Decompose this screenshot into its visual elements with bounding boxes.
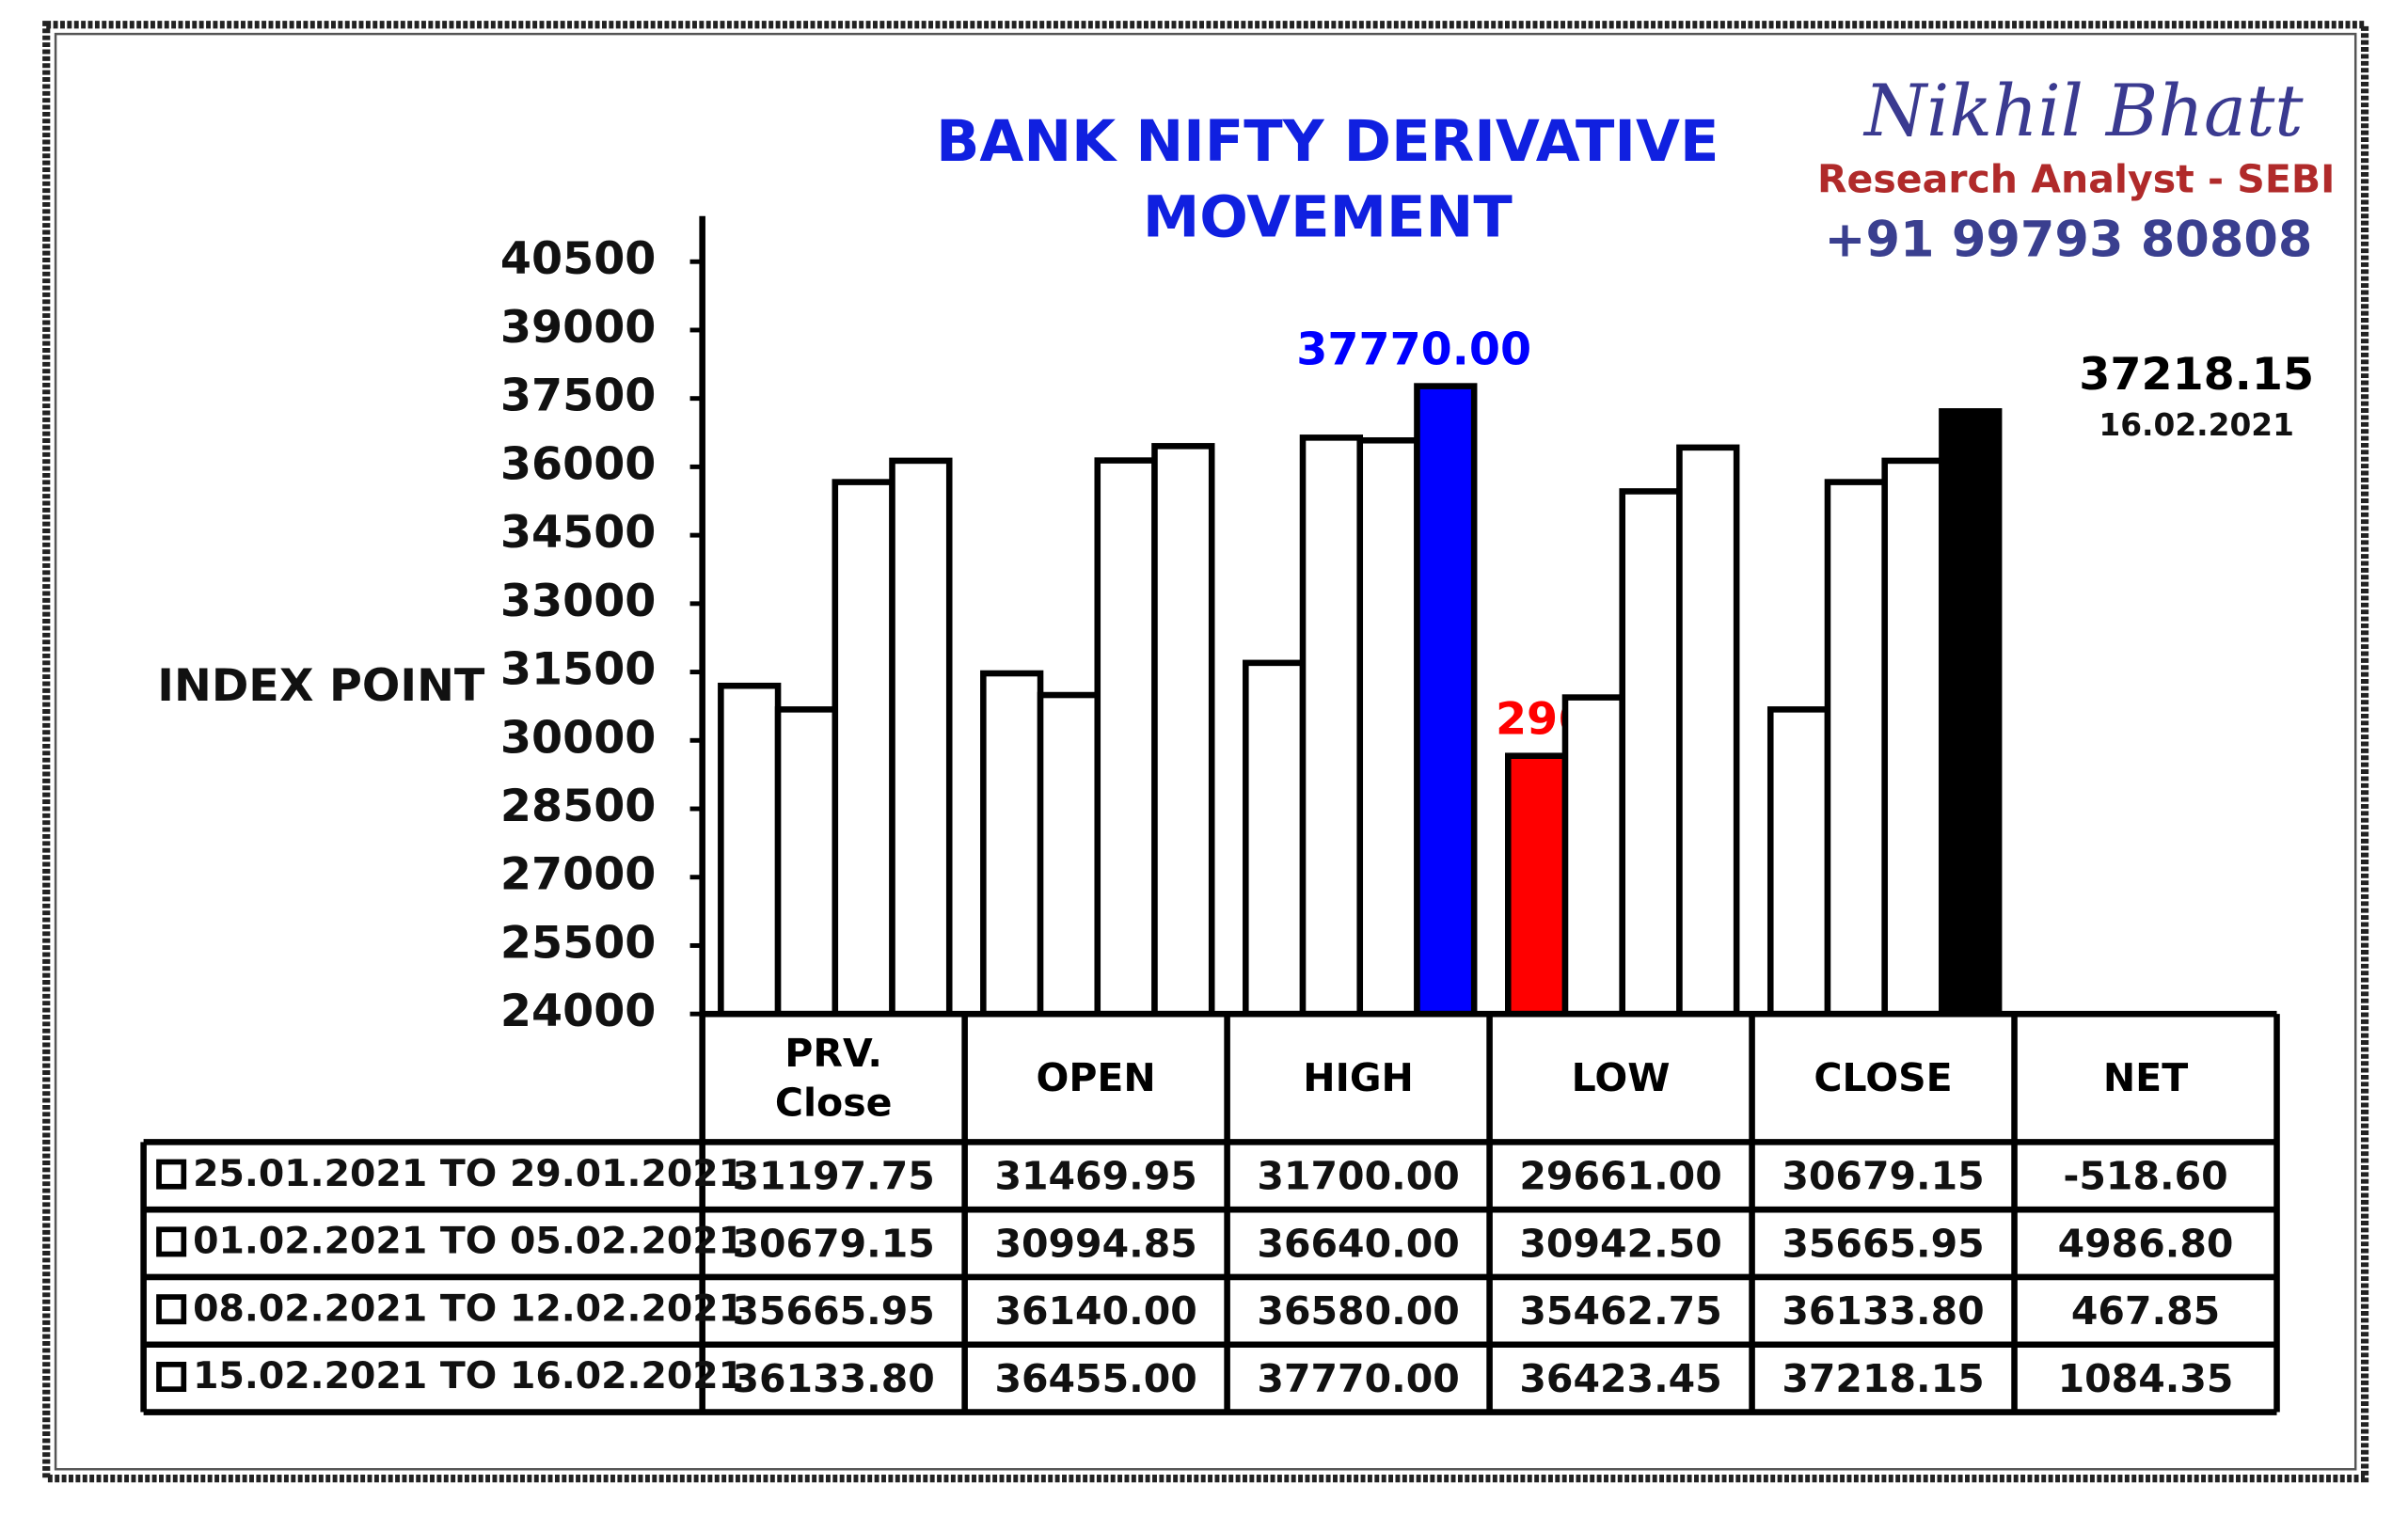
row-marker: [156, 1362, 187, 1393]
table-header-cell: OPEN: [1036, 1055, 1156, 1100]
table-cell: 467.85: [2071, 1288, 2220, 1334]
y-tick-label: 34500: [500, 507, 657, 559]
table-cell: 36133.80: [1782, 1288, 1984, 1334]
table-cell: 35665.95: [732, 1288, 934, 1334]
header-text: PRV. Close: [774, 1031, 893, 1125]
table-cell: 36580.00: [1257, 1288, 1459, 1334]
header-text: LOW: [1571, 1055, 1671, 1100]
bar: [1037, 691, 1101, 1018]
table-cell: 31197.75: [732, 1154, 934, 1199]
row-marker: [156, 1226, 187, 1257]
bar: [832, 479, 895, 1018]
row-label: 15.02.2021 TO 16.02.2021: [193, 1354, 744, 1398]
frame-inner: [54, 32, 2357, 1471]
bar: [1881, 457, 1945, 1018]
table-cell: -518.60: [2063, 1154, 2227, 1199]
row-marker: [156, 1159, 187, 1190]
bar: [1094, 457, 1158, 1018]
row-label: 01.02.2021 TO 05.02.2021: [193, 1220, 744, 1263]
bar: [1356, 436, 1420, 1018]
bar: [980, 670, 1044, 1018]
table-cell: 35665.95: [1782, 1221, 1984, 1266]
table-cell: 37770.00: [1257, 1356, 1459, 1401]
bar: [1243, 659, 1307, 1018]
bar: [1619, 488, 1683, 1018]
bar: [1939, 408, 2003, 1018]
table-header-cell: LOW: [1571, 1055, 1671, 1100]
table-cell: 31700.00: [1257, 1154, 1459, 1199]
frame: [42, 21, 2369, 1483]
table-cell: 29661.00: [1519, 1154, 1721, 1199]
value-label: 37770.00: [1296, 324, 1531, 375]
y-tick-label: 27000: [500, 849, 657, 901]
table-header-cell: HIGH: [1303, 1055, 1414, 1100]
bar: [889, 457, 953, 1018]
chart-title: BANK NIFTY DERIVATIVE: [936, 109, 1719, 175]
table-header-cell: CLOSE: [1814, 1055, 1953, 1100]
y-tick-label: 24000: [500, 986, 657, 1037]
chart-title: MOVEMENT: [1143, 184, 1513, 250]
row-label: 25.01.2021 TO 29.01.2021: [193, 1152, 744, 1195]
row-label: 08.02.2021 TO 12.02.2021: [193, 1287, 744, 1330]
header-text: OPEN: [1036, 1055, 1156, 1100]
bar: [1561, 694, 1625, 1018]
table-cell: 36133.80: [732, 1356, 934, 1401]
brand-phone: +91 99793 80808: [1825, 211, 2313, 268]
table-cell: 31469.95: [994, 1154, 1196, 1199]
table-header-cell: NET: [2102, 1055, 2189, 1100]
y-tick-label: 31500: [500, 644, 657, 696]
table-cell: 30679.15: [1782, 1154, 1984, 1199]
table-cell: 30994.85: [994, 1221, 1196, 1266]
brand-role: Research Analyst - SEBI: [1817, 157, 2335, 202]
row-marker: [156, 1294, 187, 1325]
y-tick-label: 28500: [500, 781, 657, 832]
brand-name: Nikhil Bhatt: [1862, 70, 2304, 152]
y-tick-label: 40500: [500, 233, 657, 285]
table-cell: 36455.00: [994, 1356, 1196, 1401]
table-cell: 36423.45: [1519, 1356, 1721, 1401]
bar: [1824, 479, 1888, 1018]
table-cell: 36640.00: [1257, 1221, 1459, 1266]
table-cell: 35462.75: [1519, 1288, 1721, 1334]
header-text: NET: [2102, 1055, 2189, 1100]
y-axis-label: INDEX POINT: [157, 660, 485, 712]
table-cell: 30679.15: [732, 1221, 934, 1266]
table-cell: 36140.00: [994, 1288, 1196, 1334]
table-cell: 37218.15: [1782, 1356, 1984, 1401]
value-label: 37218.15: [2079, 349, 2314, 401]
table-cell: 1084.35: [2058, 1356, 2234, 1401]
bar: [718, 682, 782, 1018]
bar: [1505, 752, 1569, 1018]
header-text: CLOSE: [1814, 1055, 1953, 1100]
table-header-cell: PRV. Close: [774, 1031, 893, 1125]
bar: [774, 706, 839, 1018]
annotation: 16.02.2021: [2099, 407, 2294, 443]
bar: [1766, 706, 1831, 1018]
table-cell: 30942.50: [1519, 1221, 1721, 1266]
bar: [1414, 383, 1478, 1018]
y-tick-label: 33000: [500, 576, 657, 627]
table-cell: 4986.80: [2058, 1221, 2234, 1266]
y-tick-label: 36000: [500, 438, 657, 490]
y-tick-label: 37500: [500, 371, 657, 422]
y-tick-label: 25500: [500, 917, 657, 969]
bar: [1151, 443, 1215, 1018]
header-text: HIGH: [1303, 1055, 1414, 1100]
bar: [1676, 444, 1740, 1018]
y-tick-label: 39000: [500, 302, 657, 354]
bar: [1299, 434, 1364, 1018]
y-tick-label: 30000: [500, 712, 657, 764]
